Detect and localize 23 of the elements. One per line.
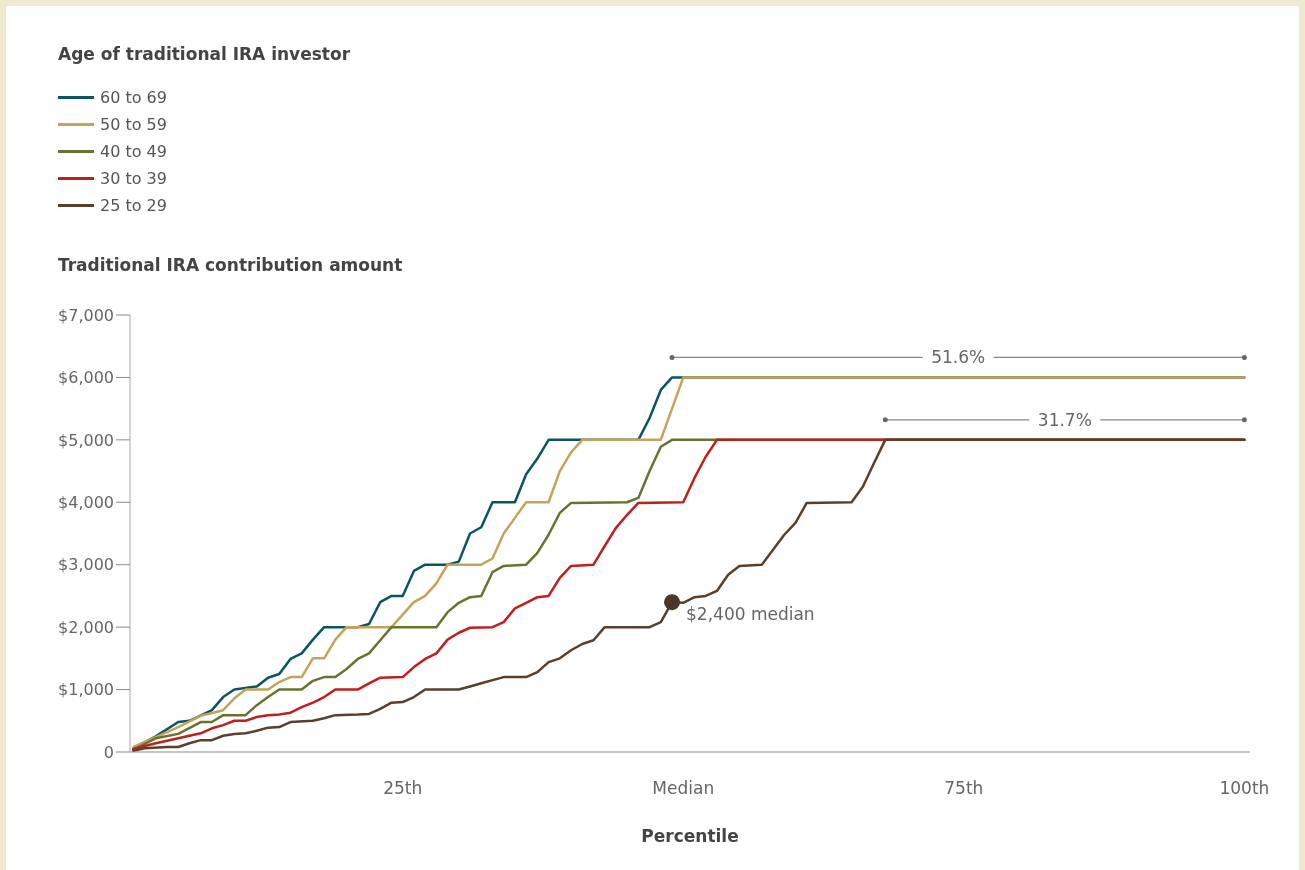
legend-label: 30 to 39 — [100, 169, 167, 188]
legend-title: Age of traditional IRA investor — [58, 44, 351, 64]
y-tick-label: $6,000 — [58, 368, 114, 388]
y-tick-label: $7,000 — [58, 305, 114, 325]
legend-label: 40 to 49 — [100, 142, 167, 161]
x-tick-label: 25th — [383, 778, 423, 799]
legend-label: 25 to 29 — [100, 196, 167, 215]
legend-label: 50 to 59 — [100, 115, 167, 134]
annotation: 51.6% — [931, 347, 986, 368]
annotation: $2,400 median — [686, 604, 815, 625]
y-axis-title: Traditional IRA contribution amount — [58, 255, 403, 275]
y-tick-label: $1,000 — [58, 680, 114, 700]
y-tick-label: 0 — [103, 742, 114, 762]
x-axis-title: Percentile — [640, 826, 740, 846]
x-tick-label: 75th — [944, 778, 984, 799]
x-tick-label: 100th — [1219, 778, 1270, 799]
y-tick-label: $5,000 — [58, 430, 114, 450]
annotation: 31.7% — [1037, 409, 1092, 430]
x-tick-label: Median — [652, 778, 715, 799]
y-tick-label: $4,000 — [58, 492, 114, 512]
y-tick-label: $2,000 — [58, 617, 114, 637]
legend-label: 60 to 69 — [100, 88, 167, 107]
y-tick-label: $3,000 — [58, 555, 114, 575]
